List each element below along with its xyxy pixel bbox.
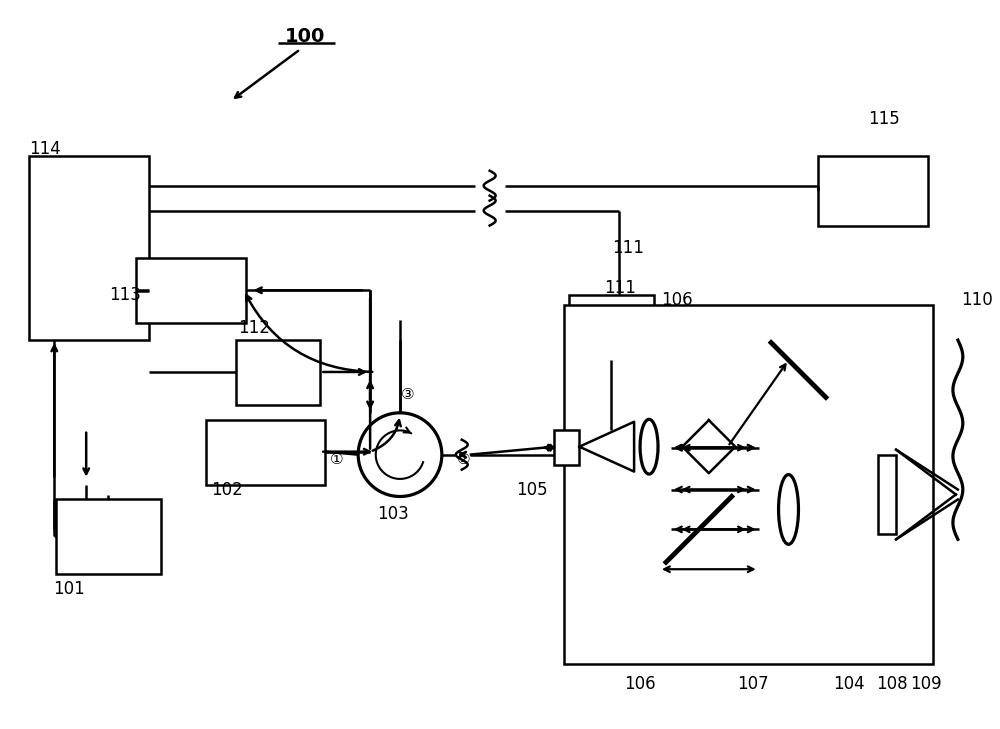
Text: 114: 114 bbox=[29, 140, 61, 157]
Bar bbox=[564, 305, 933, 664]
Text: 112: 112 bbox=[239, 319, 270, 337]
Text: 102: 102 bbox=[211, 480, 242, 499]
Bar bbox=[206, 420, 325, 485]
Text: 110: 110 bbox=[961, 292, 993, 309]
Text: 107: 107 bbox=[737, 675, 768, 693]
Bar bbox=[56, 499, 161, 574]
Text: 103: 103 bbox=[377, 505, 409, 523]
Text: 106: 106 bbox=[661, 292, 693, 309]
Text: 115: 115 bbox=[868, 110, 900, 128]
Text: ③: ③ bbox=[401, 387, 415, 402]
Bar bbox=[878, 455, 896, 534]
Bar bbox=[29, 156, 149, 340]
Bar bbox=[818, 156, 928, 225]
Text: ②: ② bbox=[457, 452, 471, 467]
Bar bbox=[236, 340, 320, 405]
Text: 101: 101 bbox=[53, 580, 85, 598]
Text: 105: 105 bbox=[517, 480, 548, 499]
Text: 111: 111 bbox=[612, 239, 644, 257]
Text: 111: 111 bbox=[604, 279, 636, 297]
Text: 104: 104 bbox=[833, 675, 865, 693]
Text: 106: 106 bbox=[624, 675, 656, 693]
Text: 100: 100 bbox=[285, 27, 326, 46]
Bar bbox=[554, 430, 579, 464]
Bar bbox=[136, 258, 246, 323]
Text: 109: 109 bbox=[910, 675, 942, 693]
Text: 113: 113 bbox=[109, 286, 141, 304]
Text: 108: 108 bbox=[876, 675, 908, 693]
Bar bbox=[569, 295, 654, 360]
Text: ①: ① bbox=[329, 452, 343, 467]
